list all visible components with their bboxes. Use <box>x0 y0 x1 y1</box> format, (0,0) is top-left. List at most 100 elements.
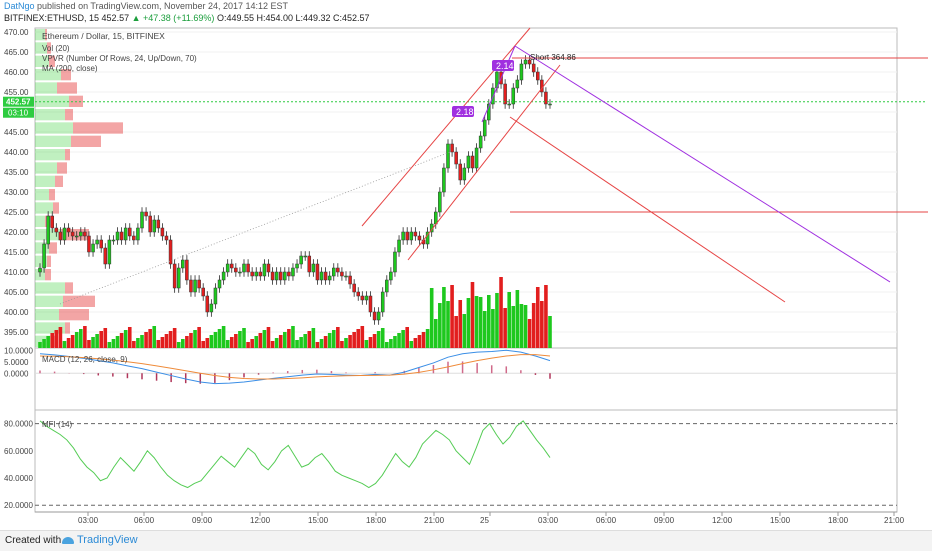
time-tick-label: 18:00 <box>828 516 849 525</box>
fib-badge-label: 2.18 <box>456 107 474 117</box>
volume-bar-down <box>470 282 475 348</box>
time-tick-label: 03:00 <box>538 516 559 525</box>
candle-up <box>242 263 246 273</box>
volume-bar-up <box>462 314 467 348</box>
candle-up <box>311 263 316 273</box>
volume-bar-up <box>482 311 487 348</box>
mfi-tick-label: 80.0000 <box>4 420 33 429</box>
volume-bar-up <box>95 334 99 348</box>
volume-profile-up-bar <box>35 282 65 294</box>
candle-down <box>83 231 87 237</box>
volume-bar-down <box>405 327 409 348</box>
volume-bar-down <box>250 339 254 348</box>
candle-up <box>519 63 524 81</box>
volume-bar-down <box>87 340 91 348</box>
volume-bar-down <box>360 326 365 348</box>
volume-bar-down <box>144 332 148 348</box>
volume-bar-up <box>491 309 495 348</box>
candle-down <box>172 263 177 289</box>
time-tick-label: 06:00 <box>134 516 155 525</box>
projection-line[interactable] <box>509 116 786 303</box>
candle-up <box>487 103 491 121</box>
time-tick-label: 12:00 <box>250 516 271 525</box>
candle-up <box>319 271 324 281</box>
candle-up <box>397 239 401 253</box>
volume-profile-down-bar <box>65 149 70 161</box>
volume-profile-up-bar <box>35 135 71 147</box>
candle-down <box>348 275 352 285</box>
volume-bar-up <box>38 342 42 348</box>
volume-bar-up <box>225 340 230 348</box>
candle-down <box>128 227 132 237</box>
volume-bar-down <box>307 331 312 348</box>
candle-down <box>54 227 59 233</box>
author-link[interactable]: DatNgo <box>4 1 35 11</box>
candle-down <box>413 231 418 237</box>
volume-profile-down-bar <box>59 309 89 321</box>
fib-badge <box>492 60 514 71</box>
candle-down <box>197 279 201 289</box>
volume-bar-up <box>429 288 434 348</box>
volume-profile-down-bar <box>65 322 70 334</box>
volume-bar-down <box>287 329 291 348</box>
candle-down <box>372 311 377 321</box>
volume-bar-up <box>433 319 438 348</box>
candle-down <box>266 263 271 273</box>
candle-up <box>221 271 226 281</box>
time-tick-label: 21:00 <box>424 516 445 525</box>
candle-up <box>136 227 140 241</box>
wave-line[interactable] <box>481 45 516 123</box>
symbol: BITFINEX:ETHUSD, 15 <box>4 13 100 23</box>
candle-down <box>230 263 234 269</box>
volume-bar-down <box>540 301 544 348</box>
macd-legend: MACD (12, 26, close, 9) <box>42 355 128 364</box>
candle-down <box>160 227 165 237</box>
volume-bar-up <box>295 340 299 348</box>
channel-upper-line[interactable] <box>361 27 531 227</box>
candle-up <box>238 271 242 274</box>
candle-down <box>58 231 63 241</box>
chart-canvas[interactable]: 395.00 400.00 405.00 410.00 415.00 420.00 425.… <box>0 0 932 530</box>
volume-bar-down <box>148 329 152 348</box>
volume-bar-up <box>181 339 185 348</box>
change-up-icon: ▲ <box>131 13 141 23</box>
channel-lower-line[interactable] <box>407 64 561 261</box>
candle-up <box>438 191 442 213</box>
ohlc-values: O:449.55 H:454.00 L:449.32 C:452.57 <box>216 13 370 23</box>
candle-down <box>185 259 189 281</box>
volume-profile-down-bar <box>57 162 67 174</box>
volume-bar-up <box>283 332 287 348</box>
candle-up <box>389 271 393 281</box>
candle-up <box>291 267 295 277</box>
candle-down <box>340 271 344 277</box>
time-tick-label: 15:00 <box>308 516 329 525</box>
candle-down <box>234 267 238 273</box>
tradingview-brand[interactable]: TradingView <box>62 534 138 546</box>
candle-up <box>79 231 83 237</box>
volume-bar-up <box>209 335 214 348</box>
candle-down <box>323 271 328 281</box>
price-tick-label: 425.00 <box>4 208 29 217</box>
volume-bar-down <box>160 337 165 348</box>
candle-down <box>405 231 409 241</box>
volume-profile-down-bar <box>53 202 59 214</box>
candle-up <box>385 279 389 293</box>
volume-profile-up-bar <box>35 29 45 41</box>
volume-bar-up <box>107 342 112 348</box>
candle-up <box>482 119 487 137</box>
candle-down <box>536 71 540 81</box>
candle-up <box>193 279 197 293</box>
short-annotation: Short 364.86 <box>530 53 576 62</box>
time-tick-label: 21:00 <box>884 516 905 525</box>
candle-down <box>258 271 263 277</box>
volume-bar-down <box>356 329 361 348</box>
volume-bar-down <box>278 335 283 348</box>
candle-up <box>299 255 303 265</box>
candle-down <box>99 239 103 249</box>
candle-up <box>217 279 222 289</box>
volume-bar-up <box>438 303 442 348</box>
projection-purple-line[interactable] <box>514 45 891 283</box>
macd-tick-label: 10.0000 <box>4 346 33 355</box>
volume-profile-up-bar <box>35 55 49 67</box>
volume-bar-up <box>217 329 222 348</box>
